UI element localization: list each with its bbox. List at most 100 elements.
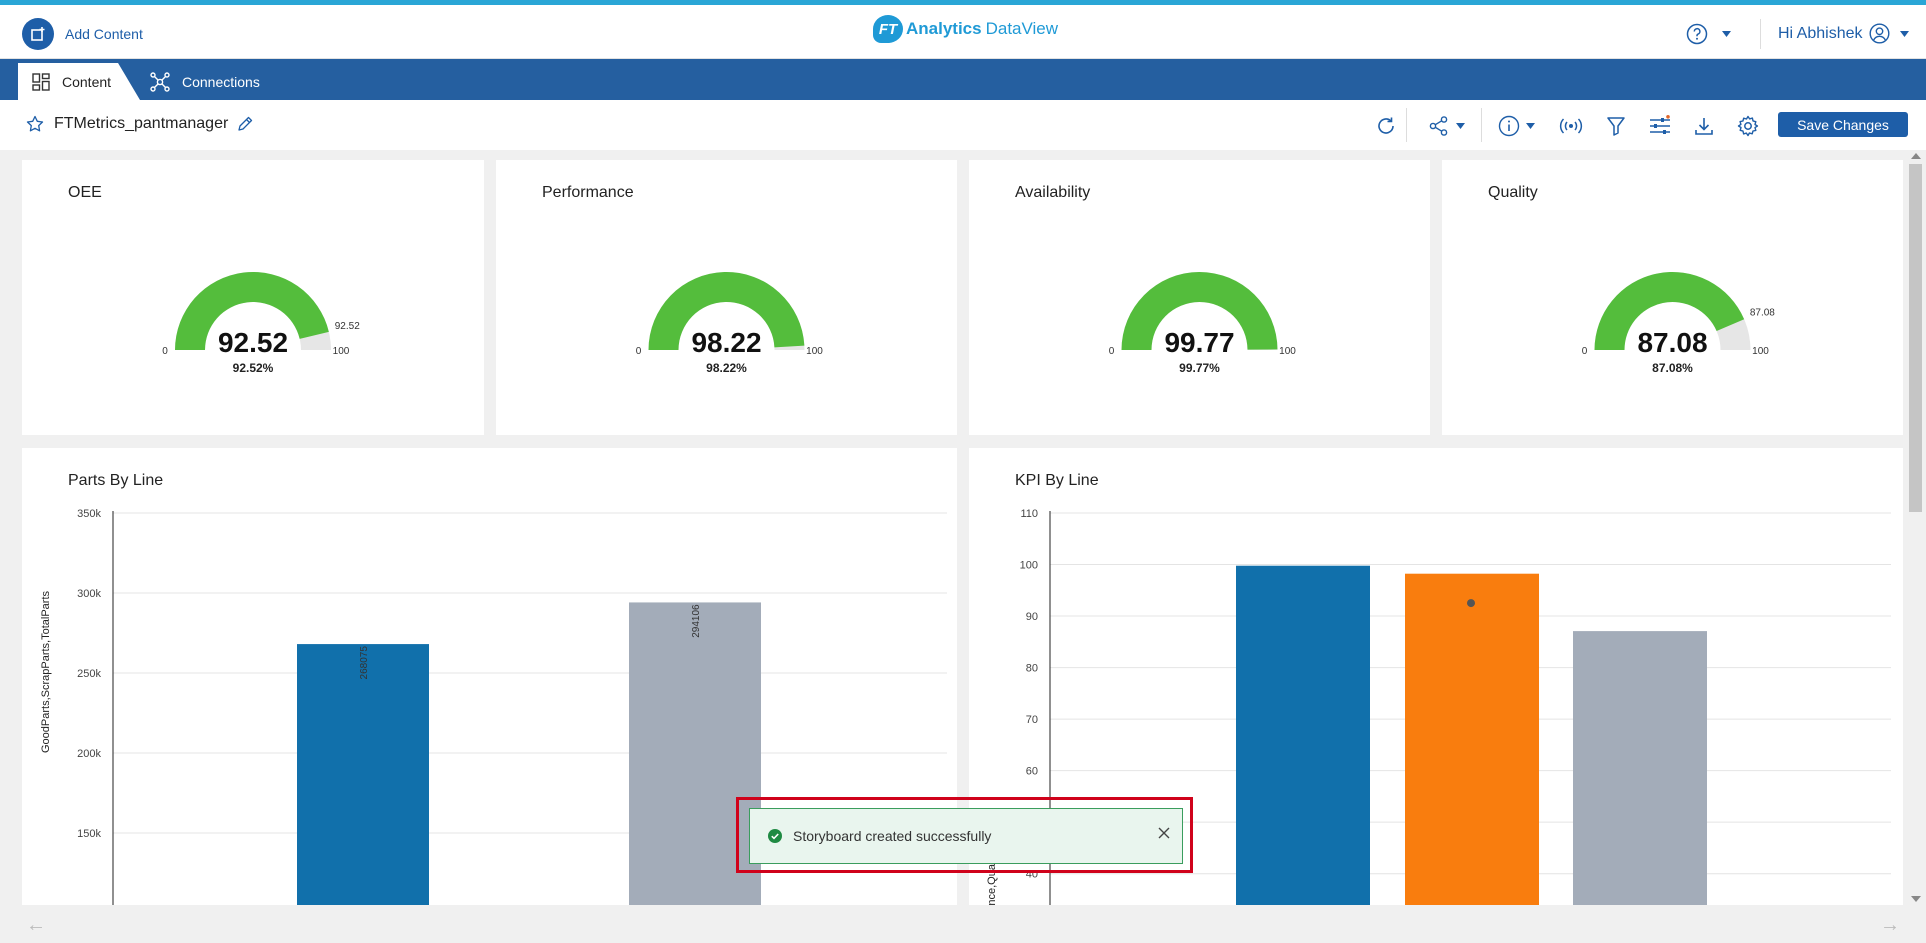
gauge-value: 92.52	[218, 327, 288, 358]
gauge-percent: 92.52%	[233, 361, 274, 375]
star-icon[interactable]	[26, 115, 44, 133]
gauge-percent: 87.08%	[1652, 361, 1693, 375]
bar	[1236, 565, 1370, 905]
oee-marker-point	[1467, 599, 1475, 608]
performance-gauge: 98.22 98.22% 0 100	[636, 271, 823, 375]
share-icon[interactable]	[1425, 114, 1467, 138]
gauge-min-label: 0	[636, 346, 642, 357]
bar-data-label: 294106	[691, 604, 702, 638]
user-avatar-icon	[1868, 23, 1890, 44]
gauge-max-label: 100	[1279, 346, 1296, 357]
panel-title: OEE	[68, 184, 102, 201]
toast-highlight-frame: Storyboard created successfully	[736, 797, 1193, 873]
filter-icon[interactable]	[1603, 114, 1629, 138]
prev-page-arrow-icon[interactable]: ←	[26, 914, 46, 936]
availability-gauge: 99.77 99.77% 0 100	[1109, 272, 1296, 375]
gauge-panel-oee[interactable]: OEE 92.52 92.52% 0 100 92.52	[22, 160, 484, 435]
oee-gauge: 92.52 92.52% 0 100 92.52	[162, 271, 360, 375]
storyboard-toolbar: FTMetrics_pantmanager Save Changes	[0, 100, 1926, 150]
scroll-down-arrow[interactable]	[1911, 896, 1921, 902]
chevron-down-icon	[1722, 31, 1731, 37]
add-content-button[interactable]: Add Content	[22, 18, 143, 50]
edit-pencil-icon[interactable]	[236, 115, 254, 133]
bar	[1573, 631, 1707, 905]
storyboard-canvas: OEE 92.52 92.52% 0 100 92.52 Performance 98.…	[0, 150, 1906, 905]
user-greeting: Hi Abhishek	[1778, 24, 1863, 42]
download-icon[interactable]	[1691, 114, 1717, 138]
sliders-icon[interactable]	[1647, 114, 1673, 138]
header-divider	[1760, 19, 1761, 49]
gauge-marker-label: 87.08	[1750, 308, 1775, 319]
y-tick-label: 200k	[77, 748, 101, 760]
grid-icon	[32, 72, 50, 91]
panel-title: Quality	[1488, 184, 1538, 201]
storyboard-title: FTMetrics_pantmanager	[54, 115, 229, 132]
main-nav: Content Connections	[0, 59, 1926, 100]
y-tick-label: 90	[1026, 611, 1038, 623]
add-content-icon	[22, 18, 54, 50]
panel-title: Parts By Line	[68, 472, 164, 489]
panel-title: Performance	[542, 184, 634, 201]
user-menu[interactable]: Hi Abhishek	[1778, 23, 1909, 44]
y-tick-label: 150k	[77, 828, 101, 840]
top-accent-bar	[0, 0, 1926, 5]
broadcast-icon[interactable]	[1558, 114, 1584, 138]
gauge-percent: 99.77%	[1179, 361, 1220, 375]
gauge-marker-label: 92.52	[335, 321, 360, 332]
tab-connections[interactable]: Connections	[150, 63, 260, 100]
y-tick-label: 80	[1026, 663, 1038, 675]
gauge-panel-quality[interactable]: Quality 87.08 87.08% 0 100 87.08	[1442, 160, 1903, 435]
logo-dataview-text: DataView	[985, 19, 1059, 38]
y-tick-label: 110	[1020, 508, 1038, 520]
gauge-value: 98.22	[691, 327, 761, 358]
y-tick-label: 350k	[77, 508, 101, 520]
scroll-up-arrow[interactable]	[1911, 153, 1921, 159]
bar	[629, 602, 761, 905]
y-tick-label: 250k	[77, 668, 101, 680]
gauge-max-label: 100	[806, 346, 823, 357]
kpi-by-line-chart: 11010090807060504030Performance,Quality,…	[986, 508, 1891, 905]
panel-title: Availability	[1015, 184, 1091, 201]
settings-icon[interactable]	[1735, 114, 1761, 138]
toast-message: Storyboard created successfully	[793, 828, 992, 844]
network-icon	[150, 71, 170, 92]
gauge-fill	[648, 271, 805, 350]
gauge-panel-performance[interactable]: Performance 98.22 98.22% 0 100	[496, 160, 957, 435]
y-tick-label: 60	[1026, 766, 1038, 778]
gauge-fill	[1594, 272, 1745, 350]
toolbar-divider	[1406, 108, 1407, 142]
panel-title: KPI By Line	[1015, 472, 1099, 489]
toolbar-divider	[1481, 108, 1482, 142]
gauge-panel-availability[interactable]: Availability 99.77 99.77% 0 100	[969, 160, 1430, 435]
gauge-percent: 98.22%	[706, 361, 747, 375]
info-icon[interactable]	[1495, 114, 1537, 138]
save-changes-button[interactable]: Save Changes	[1778, 112, 1908, 137]
y-tick-label: 300k	[77, 588, 101, 600]
logo-badge: FT	[873, 15, 903, 43]
app-logo: FT Analytics DataView	[873, 15, 1058, 43]
app-header: Add Content FT Analytics DataView Hi Abh…	[0, 5, 1926, 59]
y-tick-label: 70	[1026, 714, 1038, 726]
bar-data-label: 268075	[359, 646, 370, 680]
success-toast: Storyboard created successfully	[749, 808, 1183, 864]
gauge-fill	[1121, 272, 1278, 350]
next-page-arrow-icon[interactable]: →	[1880, 914, 1900, 936]
tab-connections-label: Connections	[182, 73, 260, 90]
help-menu[interactable]	[1686, 23, 1731, 45]
gauge-min-label: 0	[1582, 346, 1588, 357]
gauge-max-label: 100	[333, 346, 350, 357]
help-icon	[1686, 23, 1708, 45]
gauge-value: 99.77	[1164, 327, 1234, 358]
refresh-icon[interactable]	[1373, 114, 1399, 138]
chevron-down-icon	[1899, 30, 1909, 37]
parts-by-line-chart: 350k300k250k200k150k100kGoodParts,ScrapP…	[40, 508, 947, 905]
page-nav-bar: ← →	[0, 905, 1926, 943]
gauge-value: 87.08	[1637, 327, 1707, 358]
gauge-max-label: 100	[1752, 346, 1769, 357]
tab-content[interactable]: Content	[18, 63, 140, 100]
scroll-thumb[interactable]	[1909, 164, 1922, 512]
gauge-min-label: 0	[162, 346, 168, 357]
close-icon[interactable]	[1158, 827, 1170, 839]
vertical-scrollbar[interactable]	[1906, 150, 1926, 905]
tab-content-label: Content	[62, 73, 112, 90]
